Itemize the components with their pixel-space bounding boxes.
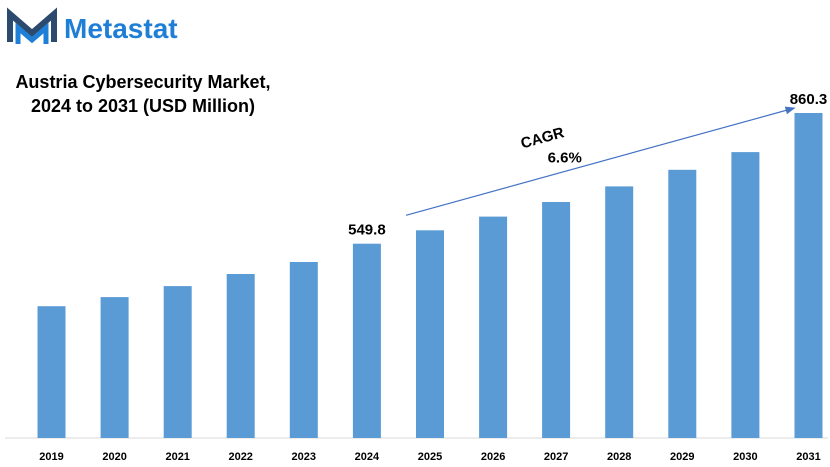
- brand-logo: Metastat: [7, 7, 178, 44]
- bar-2031: [794, 113, 823, 438]
- x-tick-2031: 2031: [796, 451, 820, 463]
- bar-2028: [605, 186, 634, 438]
- bar-2020: [100, 297, 129, 438]
- x-tick-2030: 2030: [733, 451, 757, 463]
- chart-title-line-2: 2024 to 2031 (USD Million): [31, 96, 255, 116]
- x-tick-2026: 2026: [481, 451, 505, 463]
- data-label-2031: 860.3: [790, 91, 828, 108]
- bar-2019: [37, 306, 66, 438]
- x-tick-2022: 2022: [228, 451, 252, 463]
- x-tick-2023: 2023: [292, 451, 316, 463]
- brand-name: Metastat: [64, 13, 178, 44]
- x-tick-2024: 2024: [355, 451, 380, 463]
- cagr-arrow: [405, 106, 796, 216]
- cagr-label: CAGR: [519, 124, 566, 152]
- bar-2029: [668, 169, 697, 439]
- data-labels: 549.8 860.3: [348, 91, 827, 239]
- x-tick-2021: 2021: [165, 451, 189, 463]
- x-tick-2025: 2025: [418, 451, 442, 463]
- x-tick-2028: 2028: [607, 451, 631, 463]
- bar-2022: [226, 274, 255, 438]
- bar-2024: [352, 243, 381, 438]
- x-tick-2029: 2029: [670, 451, 694, 463]
- x-tick-2019: 2019: [39, 451, 63, 463]
- x-tick-2020: 2020: [102, 451, 126, 463]
- x-tick-labels: 2019 2020 2021 2022 2023 2024 2025 2026 2027 2028…: [39, 451, 820, 463]
- metastat-m-logo-icon: [7, 7, 57, 44]
- chart-title-line-1: Austria Cybersecurity Market,: [15, 72, 270, 92]
- data-label-2024: 549.8: [348, 222, 386, 239]
- bar-2025: [416, 230, 444, 438]
- cagr-value: 6.6%: [548, 150, 582, 167]
- bar-2027: [542, 202, 571, 438]
- bar-2023: [289, 262, 318, 438]
- bar-series: [37, 113, 823, 439]
- bar-2030: [731, 152, 760, 438]
- bar-2021: [163, 286, 192, 438]
- x-tick-2027: 2027: [544, 451, 568, 463]
- bar-2026: [479, 216, 508, 438]
